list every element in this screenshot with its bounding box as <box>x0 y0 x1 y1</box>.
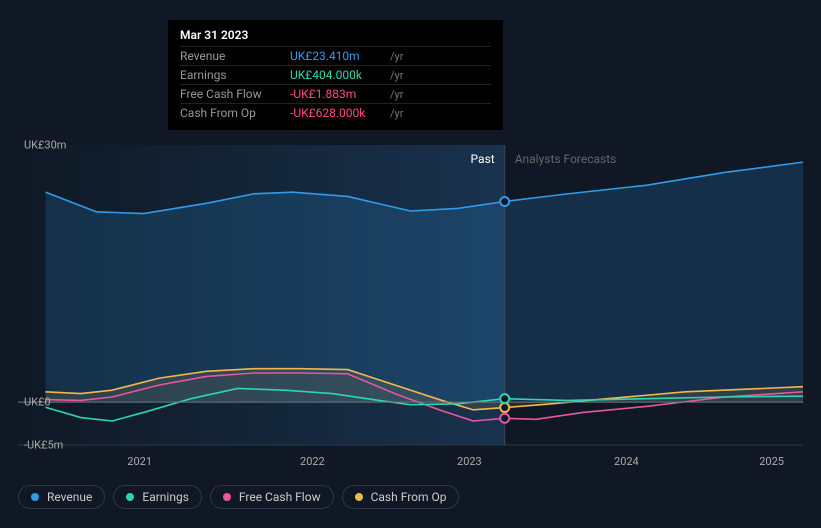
tooltip-row-unit: /yr <box>390 50 403 63</box>
y-axis-tick-label: UK£30m <box>24 139 66 152</box>
x-axis-tick-label: 2022 <box>300 455 325 468</box>
x-axis-tick-label: 2021 <box>127 455 152 468</box>
tooltip-row-value: UK£23.410m <box>290 49 390 63</box>
legend-item[interactable]: Revenue <box>18 485 105 509</box>
tooltip-row: Free Cash Flow-UK£1.883m/yr <box>180 84 491 103</box>
tooltip-row-label: Cash From Op <box>180 106 290 120</box>
legend-swatch <box>223 493 231 501</box>
past-region: Past <box>18 145 505 165</box>
legend-label: Earnings <box>142 490 189 504</box>
legend-swatch <box>126 493 134 501</box>
y-axis-tick-label: -UK£5m <box>24 439 63 452</box>
forecast-region: Analysts Forecasts <box>505 145 803 165</box>
tooltip-row-unit: /yr <box>390 107 403 120</box>
legend-label: Free Cash Flow <box>239 490 321 504</box>
legend-item[interactable]: Free Cash Flow <box>210 485 334 509</box>
tooltip-row-unit: /yr <box>390 69 403 82</box>
x-axis-tick-label: 2023 <box>457 455 482 468</box>
legend-label: Revenue <box>47 490 92 504</box>
tooltip-row-label: Earnings <box>180 68 290 82</box>
tooltip-row-value: -UK£628.000k <box>290 106 390 120</box>
legend-item[interactable]: Earnings <box>113 485 202 509</box>
tooltip-row: RevenueUK£23.410m/yr <box>180 46 491 65</box>
x-axis-tick-label: 2024 <box>614 455 639 468</box>
legend-item[interactable]: Cash From Op <box>342 485 460 509</box>
tooltip-row-label: Revenue <box>180 49 290 63</box>
tooltip-row: Cash From Op-UK£628.000k/yr <box>180 103 491 122</box>
tooltip-row-label: Free Cash Flow <box>180 87 290 101</box>
legend-label: Cash From Op <box>371 490 447 504</box>
forecast-label: Analysts Forecasts <box>515 152 617 166</box>
tooltip-row-unit: /yr <box>390 88 403 101</box>
x-axis-tick-label: 2025 <box>759 455 784 468</box>
chart-tooltip: Mar 31 2023 RevenueUK£23.410m/yrEarnings… <box>168 20 503 130</box>
tooltip-row-value: -UK£1.883m <box>290 87 390 101</box>
tooltip-row: EarningsUK£404.000k/yr <box>180 65 491 84</box>
y-axis-tick-label: UK£0 <box>24 396 51 409</box>
tooltip-date: Mar 31 2023 <box>180 28 491 42</box>
tooltip-row-value: UK£404.000k <box>290 68 390 82</box>
chart-legend: Revenue Earnings Free Cash Flow Cash From O… <box>18 485 459 509</box>
past-label: Past <box>471 152 495 166</box>
legend-swatch <box>355 493 363 501</box>
legend-swatch <box>31 493 39 501</box>
